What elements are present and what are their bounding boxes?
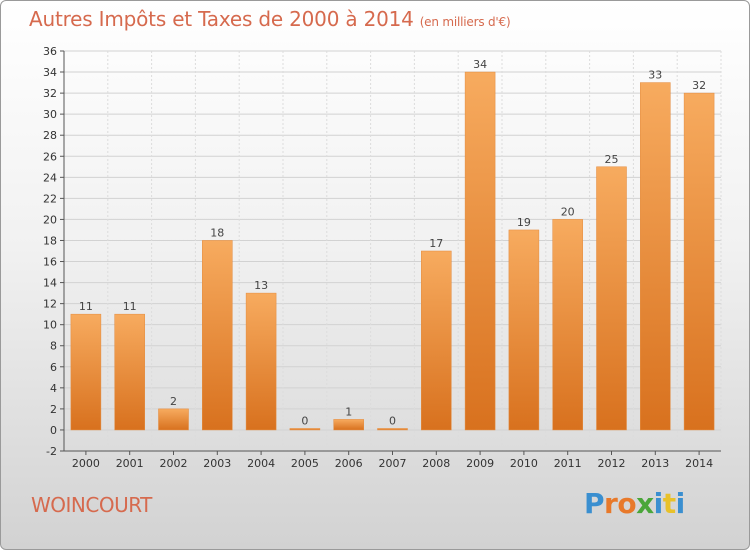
bar-2010 bbox=[508, 229, 540, 431]
x-tick-label: 2010 bbox=[510, 457, 538, 470]
x-tick-label: 2003 bbox=[203, 457, 231, 470]
bar-value-label: 13 bbox=[254, 279, 268, 292]
bar-value-label: 19 bbox=[517, 216, 531, 229]
bar-value-label: 11 bbox=[123, 300, 137, 313]
bar-2004 bbox=[245, 292, 277, 431]
bar-value-label: 0 bbox=[301, 414, 308, 427]
y-tick-label: 10 bbox=[43, 319, 57, 332]
y-tick-label: 18 bbox=[43, 234, 57, 247]
bar-value-label: 18 bbox=[210, 226, 224, 239]
y-tick-label: 26 bbox=[43, 150, 57, 163]
bar-value-label: 0 bbox=[389, 414, 396, 427]
y-tick-label: -2 bbox=[46, 445, 57, 458]
x-tick-label: 2011 bbox=[554, 457, 582, 470]
commune-name: WOINCOURT bbox=[31, 493, 152, 517]
y-tick-label: 32 bbox=[43, 87, 57, 100]
x-tick-label: 2006 bbox=[335, 457, 363, 470]
bar-value-label: 34 bbox=[473, 58, 487, 71]
x-tick-label: 2004 bbox=[247, 457, 275, 470]
bar-2001 bbox=[114, 313, 145, 431]
y-tick-label: 34 bbox=[43, 66, 57, 79]
bar-2003 bbox=[202, 240, 233, 431]
bar-2009 bbox=[464, 71, 496, 431]
value-labels: 11 11 2 18 13 0 1 0 17 34 19 20 25 33 32 bbox=[79, 58, 706, 427]
logo-letter: x bbox=[636, 487, 654, 520]
bar-2012 bbox=[596, 166, 627, 431]
bar-value-label: 20 bbox=[561, 205, 575, 218]
bar-2005 bbox=[289, 428, 321, 431]
x-tick-label: 2007 bbox=[379, 457, 407, 470]
y-tick-label: 8 bbox=[50, 340, 57, 353]
bar-value-label: 25 bbox=[605, 153, 619, 166]
bar-2008 bbox=[421, 250, 452, 431]
y-tick-label: 0 bbox=[50, 424, 57, 437]
y-tick-label: 16 bbox=[43, 256, 57, 269]
x-tick-label: 2000 bbox=[72, 457, 100, 470]
bar-2000 bbox=[70, 313, 102, 431]
y-tick-label: 4 bbox=[50, 382, 57, 395]
bar-value-label: 2 bbox=[170, 395, 177, 408]
y-tick-label: 12 bbox=[43, 298, 57, 311]
x-tick-label: 2014 bbox=[685, 457, 713, 470]
y-tick-label: 22 bbox=[43, 192, 57, 205]
y-tick-label: 30 bbox=[43, 108, 57, 121]
x-tick-label: 2002 bbox=[160, 457, 188, 470]
y-tick-label: 2 bbox=[50, 403, 57, 416]
y-tick-label: 24 bbox=[43, 171, 57, 184]
bar-value-label: 33 bbox=[648, 69, 662, 82]
y-tick-label: 28 bbox=[43, 129, 57, 142]
chart-subtitle: (en milliers d'€) bbox=[419, 15, 511, 29]
y-tick-label: 20 bbox=[43, 213, 57, 226]
x-tick-label: 2008 bbox=[422, 457, 450, 470]
bar-2014 bbox=[683, 92, 715, 431]
logo-letter: t bbox=[662, 487, 676, 520]
bar-2007 bbox=[377, 428, 408, 431]
logo-letter: P bbox=[584, 487, 605, 520]
y-tick-label: 6 bbox=[50, 361, 57, 374]
x-tick-label: 2009 bbox=[466, 457, 494, 470]
bars bbox=[70, 71, 715, 431]
bar-2013 bbox=[640, 82, 671, 431]
logo-letter: r bbox=[604, 487, 618, 520]
bar-value-label: 1 bbox=[345, 405, 352, 418]
bar-2006 bbox=[333, 419, 364, 431]
proxiti-logo: Proxiti bbox=[584, 487, 685, 520]
bar-value-label: 32 bbox=[692, 79, 706, 92]
x-tick-label: 2012 bbox=[598, 457, 626, 470]
x-tick-label: 2013 bbox=[641, 457, 669, 470]
bar-2011 bbox=[552, 219, 583, 431]
logo-letter: i bbox=[653, 487, 664, 520]
x-tick-label: 2005 bbox=[291, 457, 319, 470]
y-tick-label: 14 bbox=[43, 277, 57, 290]
bar-value-label: 11 bbox=[79, 300, 93, 313]
bar-2002 bbox=[158, 408, 189, 431]
logo-letter: o bbox=[617, 487, 637, 520]
logo-letter: i bbox=[675, 487, 686, 520]
bar-value-label: 17 bbox=[429, 237, 443, 250]
x-tick-label: 2001 bbox=[116, 457, 144, 470]
y-tick-label: 36 bbox=[43, 45, 57, 58]
chart-title: Autres Impôts et Taxes de 2000 à 2014 (en… bbox=[29, 7, 511, 31]
